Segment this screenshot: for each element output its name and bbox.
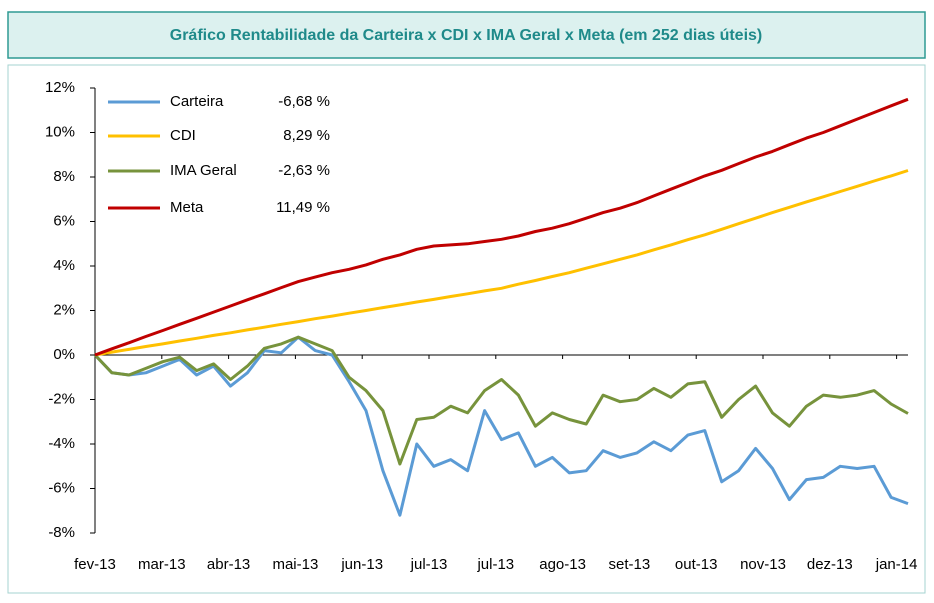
legend-label: CDI <box>170 127 196 144</box>
legend-value: 8,29 % <box>283 127 330 144</box>
x-tick-label: mar-13 <box>138 556 186 573</box>
title-box <box>7 11 926 59</box>
x-tick-label: ago-13 <box>539 556 586 573</box>
y-tick-label: -2% <box>48 390 75 407</box>
x-tick-label: dez-13 <box>807 556 853 573</box>
chart-title: Gráfico Rentabilidade da Carteira x CDI … <box>170 27 763 44</box>
y-tick-label: 0% <box>53 346 75 363</box>
y-tick-label: -4% <box>48 435 75 452</box>
y-tick-label: 4% <box>53 257 75 274</box>
x-tick-label: mai-13 <box>272 556 318 573</box>
y-tick-label: 12% <box>45 79 75 96</box>
legend-label: Carteira <box>170 93 224 110</box>
x-tick-label: jul-13 <box>476 556 514 573</box>
legend-value: -2,63 % <box>278 162 330 179</box>
y-tick-label: -8% <box>48 524 75 541</box>
series-line <box>93 335 909 466</box>
x-tick-label: jul-13 <box>410 556 448 573</box>
x-tick-label: out-13 <box>675 556 718 573</box>
x-tick-label: set-13 <box>609 556 651 573</box>
x-tick-label: fev-13 <box>74 556 116 573</box>
x-tick-label: nov-13 <box>740 556 786 573</box>
legend-label: IMA Geral <box>170 162 237 179</box>
x-tick-label: jan-14 <box>875 556 918 573</box>
x-tick-label: abr-13 <box>207 556 250 573</box>
legend-value: -6,68 % <box>278 93 330 110</box>
y-tick-label: 2% <box>53 301 75 318</box>
y-tick-label: 10% <box>45 123 75 140</box>
series-line <box>94 97 909 357</box>
y-tick-label: -6% <box>48 479 75 496</box>
legend-value: 11,49 % <box>276 199 330 216</box>
x-tick-label: jun-13 <box>340 556 383 573</box>
y-tick-label: 6% <box>53 212 75 229</box>
y-tick-label: 8% <box>53 168 75 185</box>
legend-label: Meta <box>170 199 204 216</box>
series-line <box>93 335 909 517</box>
series-line <box>94 169 909 357</box>
